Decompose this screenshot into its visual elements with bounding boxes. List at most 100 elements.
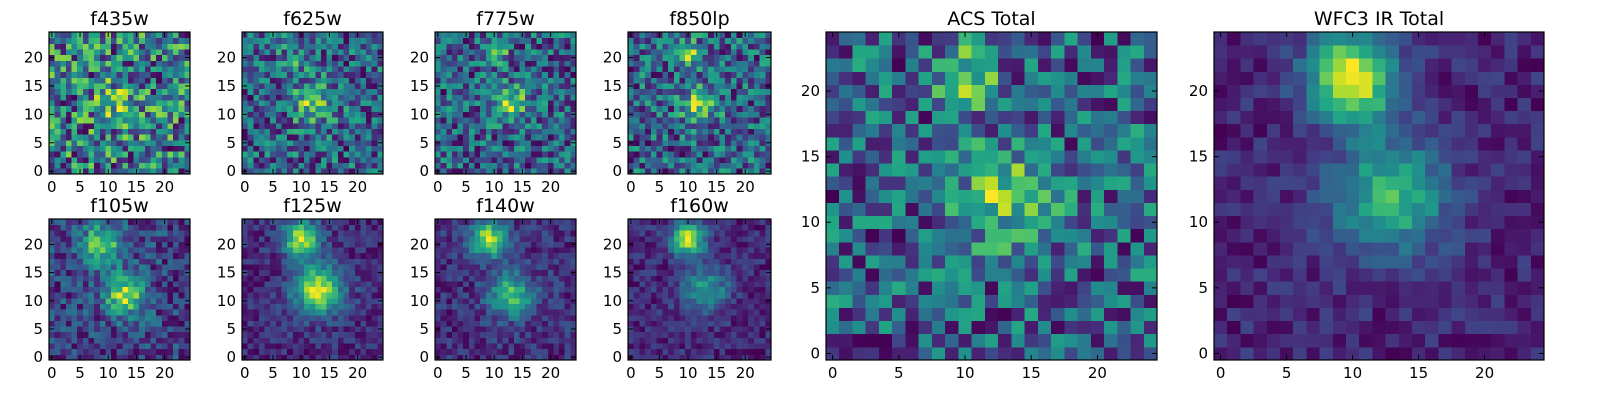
heatmap-cell [559,241,566,248]
heatmap-cell [94,219,101,226]
heatmap-cell [94,32,101,39]
heatmap-cell [673,156,680,164]
heatmap-cell [304,219,311,226]
heatmap-cell [542,105,549,112]
heatmap-cell [144,111,151,118]
heatmap-cell [519,235,526,242]
heatmap-cell [287,94,294,101]
heatmap-cell [371,49,378,56]
heatmap-cell [144,320,151,327]
heatmap-cell [77,100,84,107]
heatmap-cell [60,264,67,271]
heatmap-cell [349,83,356,90]
heatmap-cell [326,331,333,338]
heatmap-cell [184,134,191,141]
heatmap-cell [742,77,749,84]
heatmap-cell [371,162,378,169]
heatmap-cell [480,292,487,299]
heatmap-cell [264,37,271,44]
heatmap-cell [320,292,327,299]
heatmap-cell [116,94,123,101]
heatmap-cell [332,264,339,271]
heatmap-cell [736,281,743,288]
heatmap-cell [360,117,367,124]
heatmap-cell [275,134,282,141]
heatmap-cell [111,303,118,310]
heatmap-cell [139,297,146,304]
heatmap-cell [468,269,475,276]
heatmap-cell [650,32,657,39]
heatmap-cell [753,303,760,310]
heatmap-cell [360,235,367,242]
heatmap-cell [111,348,118,355]
heatmap-cell [564,37,571,44]
heatmap-cell [645,303,652,310]
heatmap-cell [105,71,112,78]
heatmap-cell [508,320,515,327]
heatmap-cell [485,309,492,316]
heatmap-cell [94,258,101,265]
heatmap-cell [298,348,305,355]
heatmap-cell [564,309,571,316]
heatmap-cell [542,139,549,146]
heatmap-cell [94,117,101,124]
heatmap-cell [748,320,755,327]
heatmap-cell [765,100,772,107]
heatmap-cell [304,49,311,56]
heatmap-cell [702,100,709,107]
heatmap-cell [184,49,191,56]
heatmap-cell [184,66,191,73]
heatmap-cell [77,105,84,112]
heatmap-cell [708,343,715,350]
heatmap-cell [440,269,447,276]
heatmap-cell [349,230,356,237]
heatmap-cell [696,348,703,355]
heatmap-cell [508,337,515,344]
heatmap-cell [377,252,384,259]
heatmap-cell [519,66,526,73]
heatmap-cell [673,281,680,288]
heatmap-cell [719,343,726,350]
heatmap-cell [292,162,299,169]
heatmap-cell [264,247,271,254]
heatmap-cell [105,43,112,50]
heatmap-cell [332,303,339,310]
heatmap-cell [270,309,277,316]
heatmap-cell [679,105,686,112]
heatmap-cell [530,49,537,56]
heatmap-cell [270,66,277,73]
heatmap-cell [349,241,356,248]
heatmap-cell [133,49,140,56]
heatmap-cell [553,326,560,333]
heatmap-cell [49,71,56,78]
heatmap-cell [468,111,475,118]
heatmap-cell [49,134,56,141]
heatmap-cell [116,348,123,355]
heatmap-cell [673,49,680,56]
heatmap-cell [547,100,554,107]
heatmap-cell [463,320,470,327]
heatmap-cell [519,309,526,316]
heatmap-cell [139,151,146,158]
heatmap-cell [719,83,726,90]
heatmap-cell [519,83,526,90]
heatmap-cell [748,71,755,78]
heatmap-cell [111,331,118,338]
heatmap-cell [281,286,288,293]
heatmap-cell [270,292,277,299]
heatmap-cell [298,88,305,95]
heatmap-cell [702,309,709,316]
heatmap-cell [457,348,464,355]
heatmap-cell [485,156,492,164]
heatmap-cell [713,314,720,321]
heatmap-cell [122,286,129,293]
heatmap-cell [156,122,163,129]
heatmap-cell [765,151,772,158]
heatmap-cell [270,286,277,293]
heatmap-cell [742,117,749,124]
heatmap-cell [730,49,738,56]
heatmap-cell [730,281,738,288]
heatmap-cell [371,37,378,44]
heatmap-cell [702,43,709,50]
heatmap-cells [242,32,384,175]
